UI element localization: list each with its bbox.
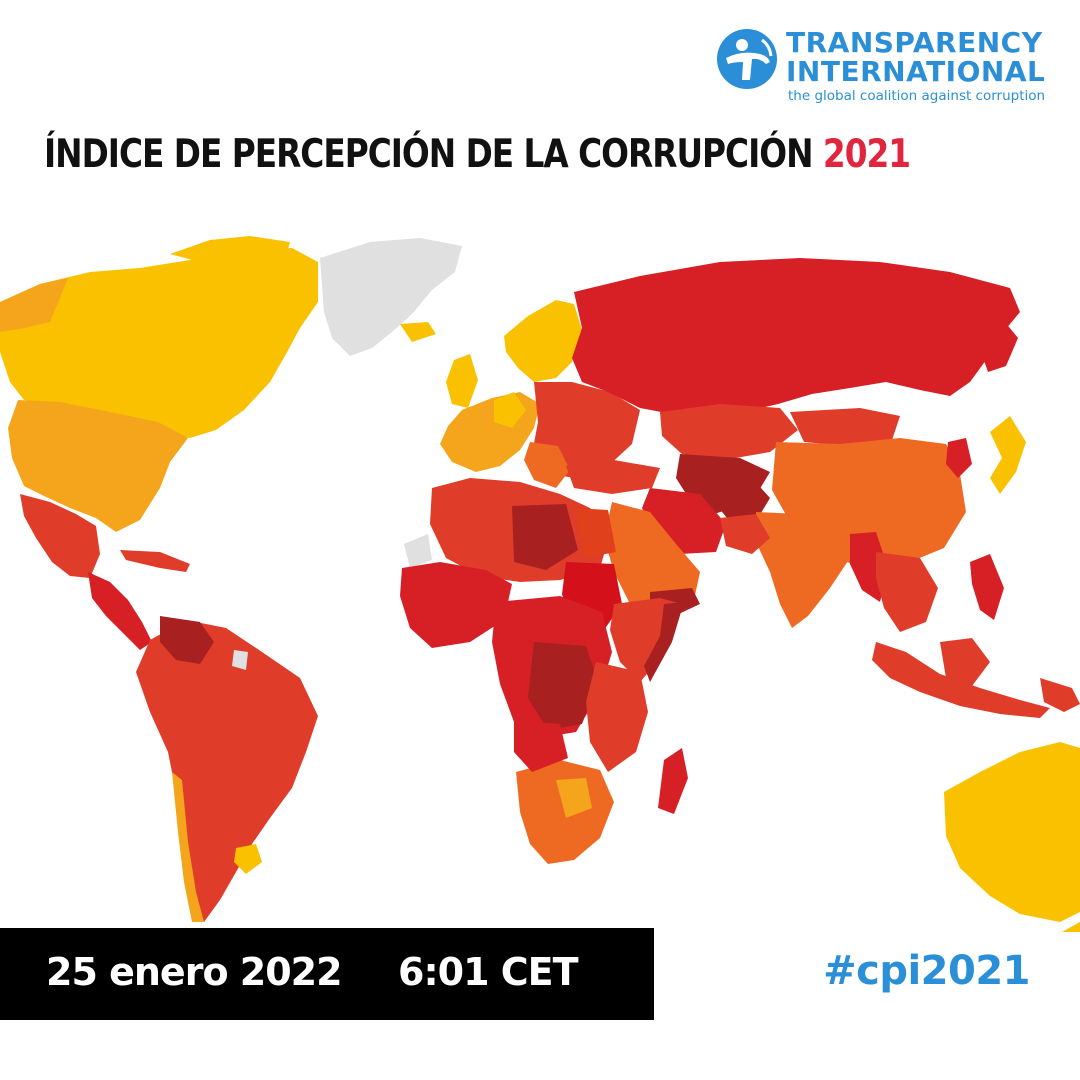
region-southeast-asia: [876, 552, 938, 632]
region-guiana: [232, 650, 248, 670]
region-uruguay: [234, 844, 262, 874]
region-kamchatka: [974, 316, 1018, 372]
region-canada: [0, 248, 318, 438]
region-alaska: [0, 278, 68, 332]
region-afghanistan: [716, 478, 770, 522]
region-caribbean: [120, 550, 190, 572]
world-map: [0, 236, 1080, 932]
logo-tagline: the global coalition against corruption: [788, 88, 1046, 104]
region-central-europe: [494, 392, 526, 428]
region-korea: [946, 438, 972, 478]
region-usa: [8, 400, 188, 532]
logo-line-transparency: TRANSPARENCY: [786, 26, 1043, 59]
region-arabia: [604, 502, 700, 612]
region-kazakhstan: [660, 404, 798, 460]
title-main: ÍNDICE DE PERCEPCIÓN DE LA CORRUPCIÓN: [44, 132, 823, 177]
region-botswana: [556, 778, 592, 818]
ti-logo: TRANSPARENCY INTERNATIONAL the global co…: [716, 26, 1046, 106]
ti-figure-logo-icon: [717, 29, 777, 89]
event-time: 6:01 CET: [398, 950, 579, 994]
region-egypt: [574, 508, 616, 558]
region-mongolia: [790, 408, 900, 446]
region-borneo: [940, 638, 990, 686]
region-japan: [990, 416, 1026, 494]
region-south-america: [136, 620, 318, 922]
title-year: 2021: [822, 132, 911, 177]
region-arctic-islands: [170, 236, 290, 262]
region-chile: [172, 772, 204, 922]
event-date: 25 enero 2022: [46, 950, 343, 994]
region-mexico: [20, 494, 100, 578]
region-venezuela: [160, 616, 214, 664]
region-india: [756, 512, 850, 628]
region-png: [1040, 678, 1080, 712]
region-new-zealand: [1062, 922, 1080, 932]
region-west-africa: [400, 562, 512, 648]
region-western-sahara: [404, 534, 432, 568]
region-drc: [528, 642, 598, 730]
region-madagascar: [658, 748, 688, 814]
region-angola: [514, 720, 568, 772]
date-bar: 25 enero 2022 6:01 CET: [0, 928, 654, 1020]
region-balkans: [524, 442, 570, 488]
region-libya: [512, 504, 578, 570]
region-russia: [572, 258, 1020, 414]
region-australia: [944, 742, 1080, 922]
region-central-america: [88, 572, 152, 650]
region-turkey: [566, 460, 660, 494]
page-title: ÍNDICE DE PERCEPCIÓN DE LA CORRUPCIÓN 20…: [44, 132, 911, 177]
logo-line-international: INTERNATIONAL: [786, 55, 1046, 88]
region-pakistan: [720, 514, 770, 554]
hashtag: #cpi2021: [823, 948, 1030, 994]
region-somalia: [644, 602, 684, 682]
region-uk: [446, 354, 478, 408]
region-indonesia: [872, 642, 1050, 718]
region-philippines: [970, 554, 1004, 620]
region-east-africa: [586, 662, 648, 772]
region-greenland: [320, 238, 462, 356]
region-scandinavia: [504, 300, 582, 382]
region-iceland: [400, 322, 436, 342]
